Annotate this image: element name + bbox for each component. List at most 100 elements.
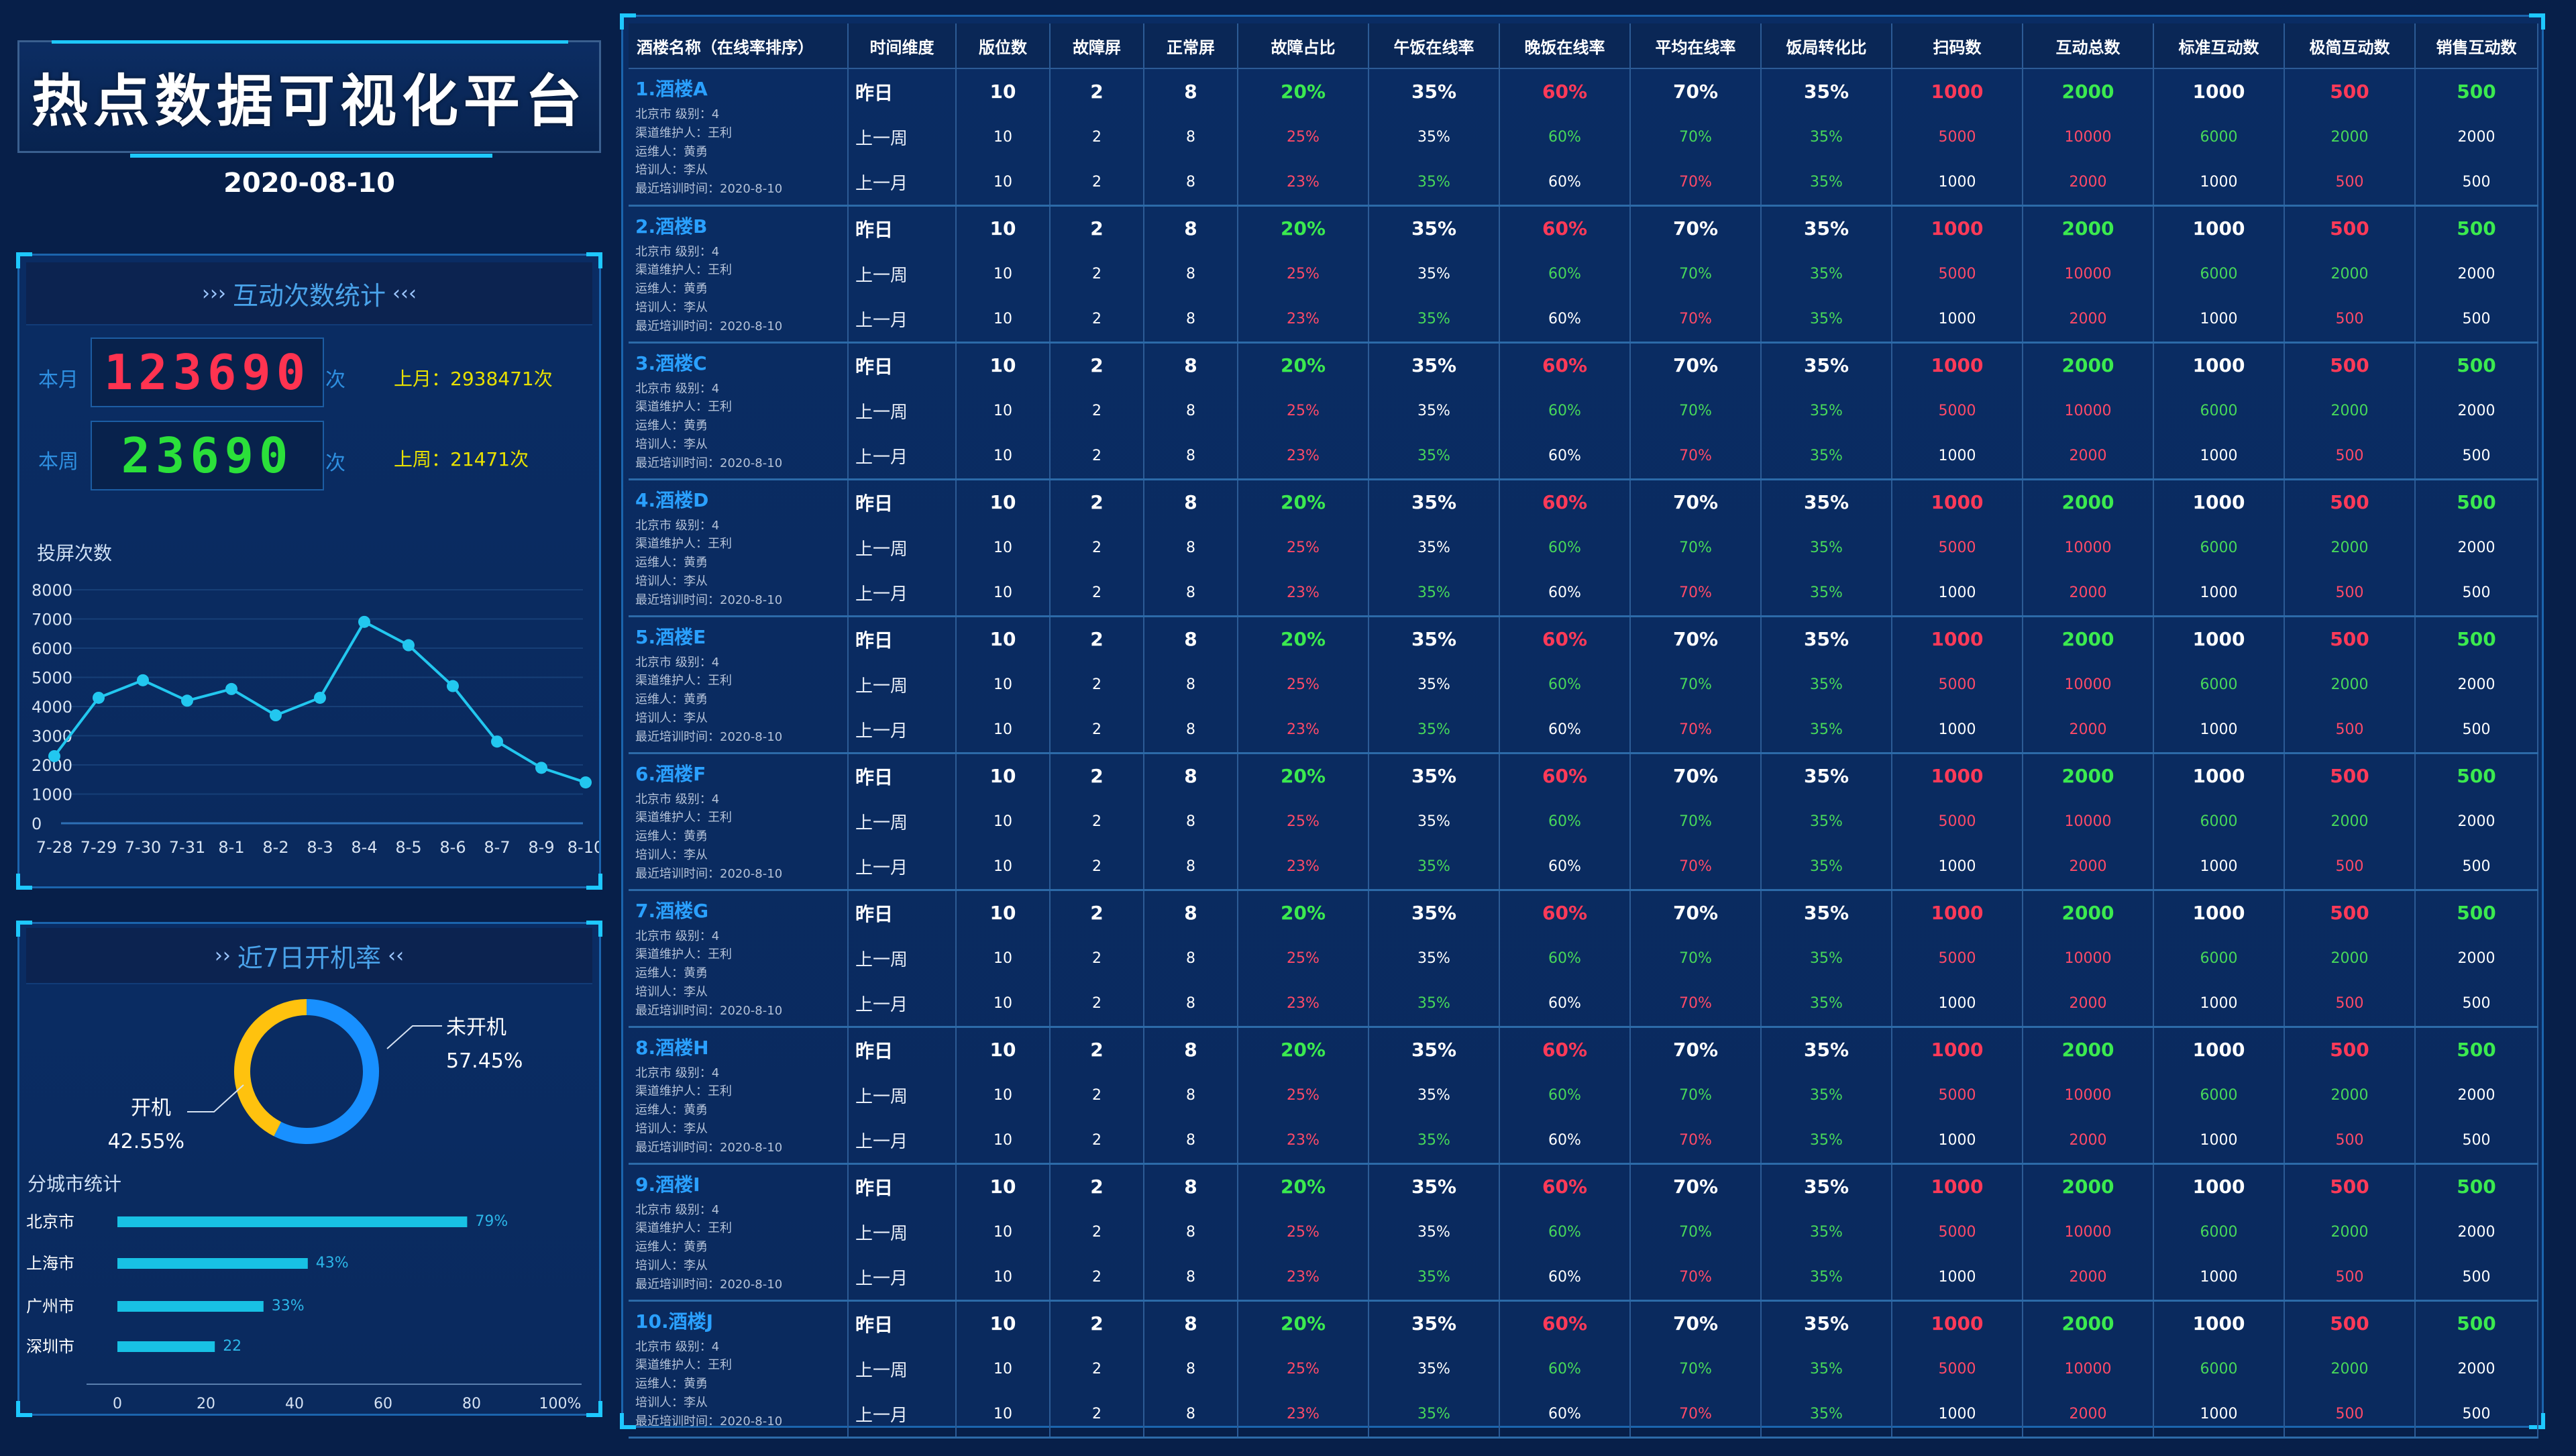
hotel-name-link[interactable]: 9.酒楼I bbox=[635, 1173, 700, 1196]
city-bar[interactable] bbox=[117, 1258, 308, 1269]
data-point[interactable] bbox=[580, 776, 592, 789]
bar-value-label: 43% bbox=[316, 1255, 349, 1271]
table-row[interactable]: 上一月 10 2 8 23% 35% 60% 70% 35% 1000 2000 1000 500 500 bbox=[629, 707, 2538, 754]
value-cell: 8 bbox=[1144, 1027, 1238, 1072]
value-cell: 60% bbox=[1499, 342, 1631, 388]
table-row[interactable]: 上一周 10 2 8 25% 35% 60% 70% 35% 5000 10000 6000 2000 2… bbox=[629, 525, 2538, 570]
table-row[interactable]: 2.酒楼B 北京市 级别：4 渠道维护人：王利 运维人：黄勇 培训人：李从 最近培训时间：… bbox=[629, 205, 2538, 344]
table-row[interactable]: 上一周 10 2 8 25% 35% 60% 70% 35% 5000 10000 6000 2000 2… bbox=[629, 1072, 2538, 1118]
hotel-info-line: 运维人：黄勇 bbox=[635, 1377, 708, 1392]
table-row[interactable]: 上一周 10 2 8 25% 35% 60% 70% 35% 5000 10000 6000 2000 2… bbox=[629, 1346, 2538, 1392]
value-cell: 20% bbox=[1238, 890, 1369, 935]
table-row[interactable]: 3.酒楼C 北京市 级别：4 渠道维护人：王利 运维人：黄勇 培训人：李从 最近培训时间：… bbox=[629, 342, 2538, 480]
column-header[interactable]: 版位数 bbox=[956, 23, 1051, 69]
data-point[interactable] bbox=[535, 762, 547, 774]
table-row[interactable]: 上一月 10 2 8 23% 35% 60% 70% 35% 1000 2000 1000 500 500 bbox=[629, 844, 2538, 891]
table-row[interactable]: 上一月 10 2 8 23% 35% 60% 70% 35% 1000 2000 1000 500 500 bbox=[629, 1392, 2538, 1439]
data-point[interactable] bbox=[491, 735, 503, 748]
data-point[interactable] bbox=[447, 680, 459, 692]
column-header[interactable]: 饭局转化比 bbox=[1761, 23, 1892, 69]
table-row[interactable]: 上一周 10 2 8 25% 35% 60% 70% 35% 5000 10000 6000 2000 2… bbox=[629, 798, 2538, 844]
value-cell: 25% bbox=[1238, 251, 1369, 297]
city-bar[interactable] bbox=[117, 1341, 215, 1352]
data-point[interactable] bbox=[402, 639, 415, 652]
value-cell: 500 bbox=[2284, 479, 2416, 525]
donut-slice[interactable] bbox=[274, 999, 379, 1144]
hotel-name-link[interactable]: 2.酒楼B bbox=[635, 215, 708, 238]
value-cell: 2000 bbox=[2284, 1346, 2416, 1392]
data-point[interactable] bbox=[93, 691, 105, 704]
hotel-name-link[interactable]: 7.酒楼G bbox=[635, 899, 709, 922]
column-header[interactable]: 午饭在线率 bbox=[1368, 23, 1500, 69]
table-row[interactable]: 上一月 10 2 8 23% 35% 60% 70% 35% 1000 2000 1000 500 500 bbox=[629, 570, 2538, 617]
value-cell: 2000 bbox=[2415, 1346, 2538, 1392]
hotel-name-link[interactable]: 4.酒楼D bbox=[635, 488, 709, 511]
table-row[interactable]: 8.酒楼H 北京市 级别：4 渠道维护人：王利 运维人：黄勇 培训人：李从 最近培训时间：… bbox=[629, 1027, 2538, 1165]
value-cell: 1000 bbox=[2153, 1163, 2285, 1209]
column-header[interactable]: 时间维度 bbox=[848, 23, 957, 69]
column-header[interactable]: 互动总数 bbox=[2023, 23, 2154, 69]
value-cell: 2 bbox=[1050, 160, 1144, 207]
value-cell: 35% bbox=[1368, 1027, 1500, 1072]
table-row[interactable]: 上一月 10 2 8 23% 35% 60% 70% 35% 1000 2000 1000 500 500 bbox=[629, 433, 2538, 480]
table-row[interactable]: 上一周 10 2 8 25% 35% 60% 70% 35% 5000 10000 6000 2000 2… bbox=[629, 935, 2538, 981]
value-cell: 70% bbox=[1630, 1118, 1762, 1165]
value-cell: 2 bbox=[1050, 707, 1144, 754]
column-header[interactable]: 极简互动数 bbox=[2284, 23, 2416, 69]
table-row[interactable]: 上一月 10 2 8 23% 35% 60% 70% 35% 1000 2000 1000 500 500 bbox=[629, 1118, 2538, 1165]
data-point[interactable] bbox=[358, 615, 370, 628]
hotel-name-link[interactable]: 10.酒楼J bbox=[635, 1310, 714, 1333]
column-header[interactable]: 销售互动数 bbox=[2415, 23, 2538, 69]
column-header[interactable]: 酒楼名称（在线率排序） bbox=[629, 23, 849, 69]
hotel-name-link[interactable]: 8.酒楼H bbox=[635, 1036, 709, 1059]
value-cell: 8 bbox=[1144, 433, 1238, 480]
table-row[interactable]: 上一周 10 2 8 25% 35% 60% 70% 35% 5000 10000 6000 2000 2… bbox=[629, 662, 2538, 707]
table-row[interactable]: 9.酒楼I 北京市 级别：4 渠道维护人：王利 运维人：黄勇 培训人：李从 最近培训时间：… bbox=[629, 1163, 2538, 1302]
table-row[interactable]: 5.酒楼E 北京市 级别：4 渠道维护人：王利 运维人：黄勇 培训人：李从 最近培训时间：… bbox=[629, 616, 2538, 754]
table-row[interactable]: 上一月 10 2 8 23% 35% 60% 70% 35% 1000 2000 1000 500 500 bbox=[629, 1255, 2538, 1302]
city-bar[interactable] bbox=[117, 1216, 468, 1227]
column-header[interactable]: 故障屏 bbox=[1050, 23, 1144, 69]
table-row[interactable]: 7.酒楼G 北京市 级别：4 渠道维护人：王利 运维人：黄勇 培训人：李从 最近培训时间：… bbox=[629, 890, 2538, 1028]
value-cell: 2000 bbox=[2284, 251, 2416, 297]
y-tick-label: 4000 bbox=[32, 698, 72, 717]
table-row[interactable]: 4.酒楼D 北京市 级别：4 渠道维护人：王利 运维人：黄勇 培训人：李从 最近培训时间：… bbox=[629, 479, 2538, 617]
column-header[interactable]: 故障占比 bbox=[1238, 23, 1369, 69]
city-bar[interactable] bbox=[117, 1301, 264, 1312]
data-point[interactable] bbox=[181, 694, 193, 707]
value-cell: 1000 bbox=[2153, 1392, 2285, 1439]
data-point[interactable] bbox=[270, 709, 282, 722]
table-row[interactable]: 上一月 10 2 8 23% 35% 60% 70% 35% 1000 2000 1000 500 500 bbox=[629, 160, 2538, 207]
hotel-name-link[interactable]: 3.酒楼C bbox=[635, 352, 707, 374]
hotel-name-link[interactable]: 5.酒楼E bbox=[635, 625, 706, 648]
table-row[interactable]: 1.酒楼A 北京市 级别：4 渠道维护人：王利 运维人：黄勇 培训人：李从 最近培训时间：… bbox=[629, 68, 2538, 207]
value-cell: 2 bbox=[1050, 1346, 1144, 1392]
table-row[interactable]: 上一周 10 2 8 25% 35% 60% 70% 35% 5000 10000 6000 2000 2… bbox=[629, 114, 2538, 160]
value-cell: 35% bbox=[1761, 616, 1892, 662]
column-header[interactable]: 正常屏 bbox=[1144, 23, 1238, 69]
table-row[interactable]: 10.酒楼J 北京市 级别：4 渠道维护人：王利 运维人：黄勇 培训人：李从 最近培训时间… bbox=[629, 1300, 2538, 1439]
column-header[interactable]: 晚饭在线率 bbox=[1499, 23, 1631, 69]
donut-slice[interactable] bbox=[234, 999, 307, 1137]
hotel-info-line: 运维人：黄勇 bbox=[635, 1103, 708, 1118]
data-point[interactable] bbox=[225, 682, 237, 695]
table-row[interactable]: 上一周 10 2 8 25% 35% 60% 70% 35% 5000 10000 6000 2000 2… bbox=[629, 388, 2538, 433]
table-row[interactable]: 上一月 10 2 8 23% 35% 60% 70% 35% 1000 2000 1000 500 500 bbox=[629, 981, 2538, 1028]
table-row[interactable]: 6.酒楼F 北京市 级别：4 渠道维护人：王利 运维人：黄勇 培训人：李从 最近培训时间：… bbox=[629, 753, 2538, 891]
period-cell: 昨日 bbox=[848, 1300, 957, 1346]
value-cell: 60% bbox=[1499, 844, 1631, 891]
value-cell: 2 bbox=[1050, 251, 1144, 297]
hotel-name-link[interactable]: 1.酒楼A bbox=[635, 78, 708, 100]
data-point[interactable] bbox=[314, 691, 326, 704]
table-row[interactable]: 上一周 10 2 8 25% 35% 60% 70% 35% 5000 10000 6000 2000 2… bbox=[629, 251, 2538, 297]
data-point[interactable] bbox=[48, 749, 60, 762]
data-point[interactable] bbox=[137, 674, 149, 686]
column-header[interactable]: 扫码数 bbox=[1892, 23, 2023, 69]
value-cell: 35% bbox=[1368, 798, 1500, 844]
table-row[interactable]: 上一月 10 2 8 23% 35% 60% 70% 35% 1000 2000 1000 500 500 bbox=[629, 297, 2538, 344]
column-header[interactable]: 标准互动数 bbox=[2153, 23, 2285, 69]
value-cell: 2 bbox=[1050, 570, 1144, 617]
column-header[interactable]: 平均在线率 bbox=[1630, 23, 1762, 69]
hotel-name-link[interactable]: 6.酒楼F bbox=[635, 762, 706, 785]
table-row[interactable]: 上一周 10 2 8 25% 35% 60% 70% 35% 5000 10000 6000 2000 2… bbox=[629, 1209, 2538, 1255]
